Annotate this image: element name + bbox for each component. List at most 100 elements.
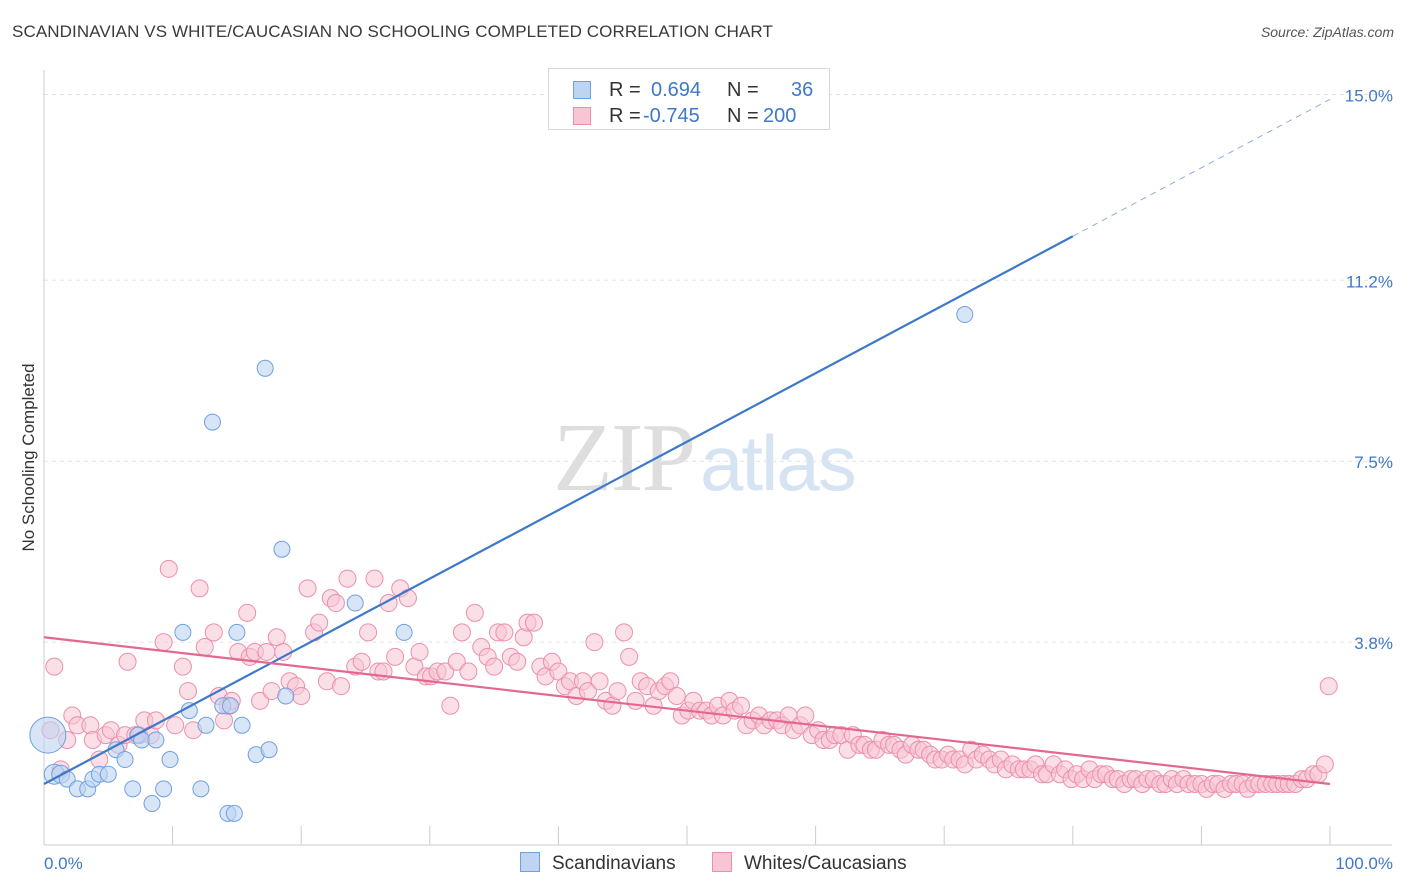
data-point-scandinavians bbox=[203, 413, 221, 431]
data-point-whites bbox=[1319, 677, 1338, 696]
data-point-whites bbox=[298, 579, 317, 598]
data-point-whites bbox=[251, 691, 270, 710]
data-point-whites bbox=[608, 682, 627, 701]
data-point-scandinavians bbox=[155, 780, 173, 798]
data-point-whites bbox=[204, 623, 223, 642]
y-tick-label: 3.8% bbox=[1354, 634, 1393, 653]
data-point-whites bbox=[179, 682, 198, 701]
chart-title: SCANDINAVIAN VS WHITE/CAUCASIAN NO SCHOO… bbox=[12, 22, 773, 41]
x-tick-label: 100.0% bbox=[1335, 854, 1393, 873]
data-point-scandinavians bbox=[197, 716, 215, 734]
bottom-legend-label: Scandinavians bbox=[552, 853, 676, 874]
data-point-scandinavians bbox=[124, 780, 142, 798]
data-point-whites bbox=[410, 642, 429, 661]
data-point-whites bbox=[159, 559, 178, 578]
data-point-scandinavians bbox=[99, 765, 117, 783]
data-point-scandinavians bbox=[277, 687, 295, 705]
data-point-whites bbox=[508, 652, 527, 671]
data-point-scandinavians bbox=[233, 716, 251, 734]
data-point-whites bbox=[441, 696, 460, 715]
watermark: ZIPatlas bbox=[553, 400, 857, 514]
legend-n-value: 36 bbox=[791, 79, 814, 101]
watermark-zip: ZIP bbox=[553, 404, 696, 512]
data-point-whites bbox=[173, 657, 192, 676]
legend-swatch-blue bbox=[573, 81, 591, 99]
data-point-whites bbox=[365, 569, 384, 588]
data-point-whites bbox=[118, 652, 137, 671]
data-point-whites bbox=[1315, 755, 1334, 774]
data-point-scandinavians bbox=[174, 623, 192, 641]
data-point-scandinavians bbox=[260, 741, 278, 759]
data-point-whites bbox=[352, 652, 371, 671]
data-point-whites bbox=[436, 662, 455, 681]
data-point-whites bbox=[524, 613, 543, 632]
data-point-whites bbox=[326, 594, 345, 613]
data-point-scandinavians bbox=[161, 751, 179, 769]
data-point-whites bbox=[465, 603, 484, 622]
data-point-scandinavians bbox=[225, 804, 243, 822]
trend-line-scandinavians-extension bbox=[1072, 98, 1331, 237]
data-point-scandinavians bbox=[147, 731, 165, 749]
data-point-whites bbox=[238, 603, 257, 622]
bottom-legend-swatch-pink bbox=[712, 852, 732, 872]
data-point-whites bbox=[495, 623, 514, 642]
data-point-whites bbox=[626, 691, 645, 710]
y-tick-label: 15.0% bbox=[1345, 86, 1393, 105]
trend-line-scandinavians bbox=[43, 235, 1074, 785]
y-tick-label: 7.5% bbox=[1354, 453, 1393, 472]
data-point-whites bbox=[274, 642, 293, 661]
data-point-whites bbox=[585, 633, 604, 652]
data-point-whites bbox=[732, 696, 751, 715]
data-point-scandinavians bbox=[273, 540, 291, 558]
data-point-whites bbox=[485, 657, 504, 676]
data-point-whites bbox=[45, 657, 64, 676]
data-point-whites bbox=[190, 579, 209, 598]
bottom-legend-swatch-blue bbox=[520, 852, 540, 872]
data-point-whites bbox=[796, 706, 815, 725]
data-point-whites bbox=[310, 613, 329, 632]
data-point-whites bbox=[620, 647, 639, 666]
y-axis-label: No Schooling Completed bbox=[19, 363, 38, 551]
trend-line-whites bbox=[43, 636, 1331, 786]
data-point-whites bbox=[257, 642, 276, 661]
data-point-scandinavians bbox=[346, 594, 364, 612]
data-point-scandinavians bbox=[256, 359, 274, 377]
data-point-whites bbox=[614, 623, 633, 642]
legend-n-label: N = bbox=[727, 79, 759, 101]
legend-n-label: N = bbox=[727, 105, 759, 127]
data-point-whites bbox=[359, 623, 378, 642]
source-label: Source: ZipAtlas.com bbox=[1260, 24, 1394, 40]
data-point-whites bbox=[590, 672, 609, 691]
data-point-whites bbox=[81, 716, 100, 735]
y-tick-label: 11.2% bbox=[1346, 272, 1393, 291]
data-point-whites bbox=[154, 633, 173, 652]
correlation-legend: R = 0.694 N = 36 R = -0.745 N = 200 bbox=[548, 68, 830, 130]
legend-r-value: 0.694 bbox=[651, 79, 702, 101]
bottom-legend-label: Whites/Caucasians bbox=[744, 853, 907, 874]
data-point-whites bbox=[332, 677, 351, 696]
data-point-whites bbox=[195, 638, 214, 657]
data-point-whites bbox=[459, 662, 478, 681]
legend-r-label: R = bbox=[609, 105, 641, 127]
data-point-scandinavians bbox=[143, 795, 161, 813]
legend-n-value: 200 bbox=[763, 105, 797, 127]
legend-swatch-pink bbox=[573, 107, 591, 125]
data-point-whites bbox=[667, 686, 686, 705]
data-point-whites bbox=[447, 652, 466, 671]
data-point-scandinavians bbox=[395, 623, 413, 641]
data-point-scandinavians bbox=[956, 306, 974, 324]
data-point-whites bbox=[338, 569, 357, 588]
data-point-scandinavians bbox=[192, 780, 210, 798]
data-point-whites bbox=[386, 647, 405, 666]
data-point-whites bbox=[166, 716, 185, 735]
data-point-scandinavians bbox=[228, 623, 246, 641]
bottom-legend-scandinavians: Scandinavians bbox=[520, 852, 676, 875]
watermark-atlas: atlas bbox=[700, 419, 857, 507]
data-point-scandinavians bbox=[221, 697, 239, 715]
x-tick-label: 0.0% bbox=[44, 854, 83, 873]
legend-r-label: R = bbox=[609, 79, 641, 101]
legend-r-value: -0.745 bbox=[643, 105, 700, 127]
data-point-scandinavians bbox=[29, 716, 67, 754]
data-point-whites bbox=[452, 623, 471, 642]
